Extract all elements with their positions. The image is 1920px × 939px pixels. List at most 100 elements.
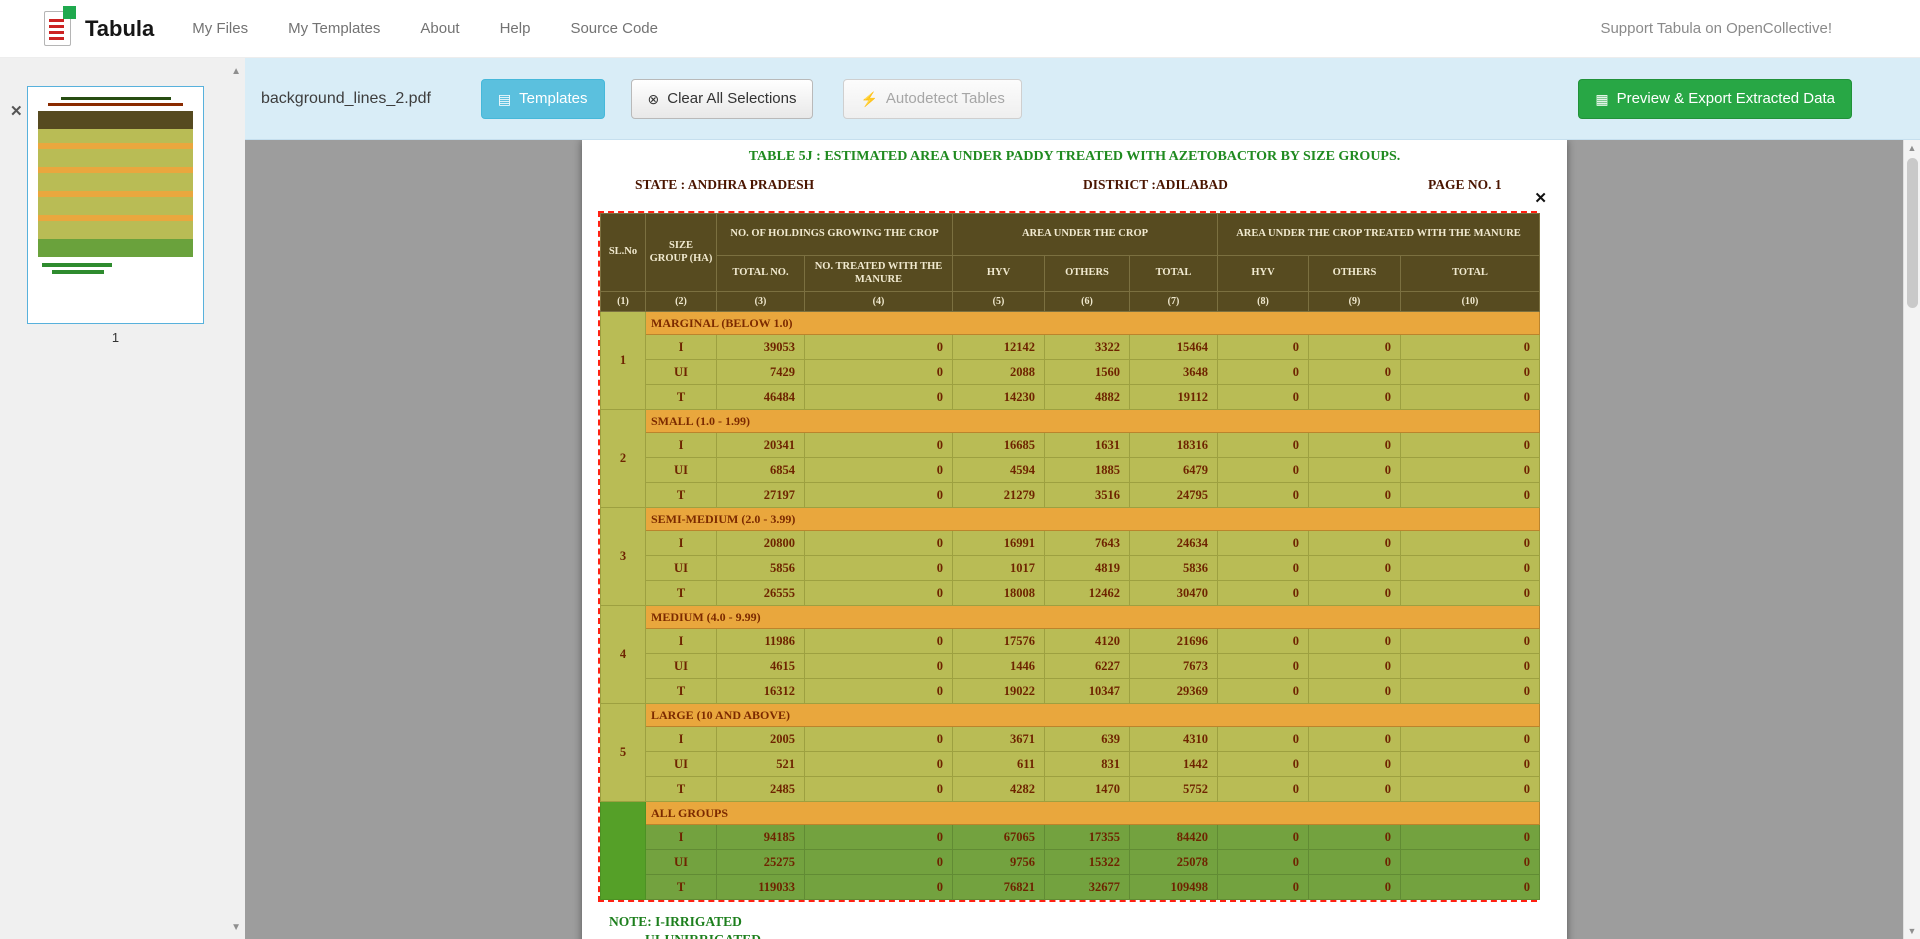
value-cell: 0: [805, 752, 953, 777]
value-cell: 0: [1401, 679, 1540, 704]
value-cell: 831: [1045, 752, 1130, 777]
col-header-others: OTHERS: [1309, 256, 1401, 292]
group-label-cell: UI: [646, 556, 717, 581]
value-cell: 0: [1401, 875, 1540, 900]
value-cell: 7429: [717, 360, 805, 385]
thumbnail-note-line: [52, 270, 104, 274]
group-label-cell: I: [646, 825, 717, 850]
value-cell: 0: [805, 875, 953, 900]
table-row: I941850670651735584420000: [601, 825, 1540, 850]
table-row: UI52106118311442000: [601, 752, 1540, 777]
brand-title[interactable]: Tabula: [85, 16, 154, 42]
value-cell: 0: [1218, 752, 1309, 777]
nav-item-my-templates[interactable]: My Templates: [288, 20, 380, 37]
preview-export-button[interactable]: ▦ Preview & Export Extracted Data: [1578, 79, 1852, 119]
value-cell: 30470: [1130, 581, 1218, 606]
value-cell: 1631: [1045, 433, 1130, 458]
export-icon: ▦: [1595, 92, 1608, 106]
col-number: (2): [646, 292, 717, 312]
col-number: (10): [1401, 292, 1540, 312]
group-label-cell: T: [646, 875, 717, 900]
value-cell: 0: [805, 727, 953, 752]
value-cell: 4310: [1130, 727, 1218, 752]
table-row: I11986017576412021696000: [601, 629, 1540, 654]
current-filename: background_lines_2.pdf: [261, 90, 431, 108]
pdf-viewer: TABLE 5J : ESTIMATED AREA UNDER PADDY TR…: [245, 140, 1920, 939]
selection-close-icon[interactable]: ✕: [1534, 189, 1547, 207]
nav-item-my-files[interactable]: My Files: [192, 20, 248, 37]
value-cell: 0: [805, 777, 953, 802]
value-cell: 0: [1401, 581, 1540, 606]
sl-no-cell: 1: [601, 312, 646, 410]
scrollbar-up-icon[interactable]: ▲: [1904, 143, 1920, 153]
value-cell: 84420: [1130, 825, 1218, 850]
value-cell: 0: [805, 825, 953, 850]
table-row: T46484014230488219112000: [601, 385, 1540, 410]
value-cell: 0: [805, 654, 953, 679]
value-cell: 0: [1309, 850, 1401, 875]
nav-item-help[interactable]: Help: [500, 20, 531, 37]
col-header-holdings: NO. OF HOLDINGS GROWING THE CROP: [717, 214, 953, 256]
value-cell: 24795: [1130, 483, 1218, 508]
sl-no-cell: [601, 802, 646, 900]
value-cell: 1446: [953, 654, 1045, 679]
value-cell: 0: [1309, 360, 1401, 385]
sl-no-cell: 3: [601, 508, 646, 606]
page-thumbnails-sidebar: ✕ 1 ▲ ▼: [0, 58, 245, 939]
col-number: (4): [805, 292, 953, 312]
value-cell: 12142: [953, 335, 1045, 360]
remove-page-icon[interactable]: ✕: [10, 102, 23, 120]
clear-all-selections-button[interactable]: ⊗ Clear All Selections: [631, 79, 814, 119]
group-label-cell: T: [646, 777, 717, 802]
support-link[interactable]: Support Tabula on OpenCollective!: [1600, 20, 1832, 37]
value-cell: 10347: [1045, 679, 1130, 704]
nav-item-source-code[interactable]: Source Code: [570, 20, 658, 37]
scrollbar-down-icon[interactable]: ▼: [1904, 926, 1920, 936]
value-cell: 0: [1218, 433, 1309, 458]
value-cell: 76821: [953, 875, 1045, 900]
sidebar-scroll-down-icon[interactable]: ▼: [231, 922, 241, 933]
value-cell: 7643: [1045, 531, 1130, 556]
col-header-area: AREA UNDER THE CROP: [953, 214, 1218, 256]
value-cell: 0: [805, 385, 953, 410]
col-number: (7): [1130, 292, 1218, 312]
viewer-scrollbar[interactable]: ▲ ▼: [1903, 140, 1920, 939]
document-notes: NOTE: I-IRRIGATED UI-UNIRRIGATED: [609, 914, 1567, 939]
value-cell: 29369: [1130, 679, 1218, 704]
templates-icon: ▤: [498, 92, 511, 106]
value-cell: 3671: [953, 727, 1045, 752]
value-cell: 109498: [1130, 875, 1218, 900]
value-cell: 0: [1218, 825, 1309, 850]
group-label-cell: I: [646, 335, 717, 360]
col-number: (9): [1309, 292, 1401, 312]
value-cell: 2005: [717, 727, 805, 752]
value-cell: 1470: [1045, 777, 1130, 802]
value-cell: 18008: [953, 581, 1045, 606]
value-cell: 1560: [1045, 360, 1130, 385]
value-cell: 0: [1218, 335, 1309, 360]
group-label-cell: UI: [646, 752, 717, 777]
scrollbar-thumb[interactable]: [1907, 158, 1918, 308]
selection-box[interactable]: ✕ SL.No SIZE GROUP (HA) NO. OF HOLDINGS …: [598, 211, 1537, 902]
tabula-logo[interactable]: [44, 11, 71, 46]
value-cell: 7673: [1130, 654, 1218, 679]
nav-item-about[interactable]: About: [420, 20, 459, 37]
templates-button[interactable]: ▤ Templates: [481, 79, 605, 119]
value-cell: 0: [1401, 433, 1540, 458]
value-cell: 0: [1309, 458, 1401, 483]
value-cell: 0: [805, 531, 953, 556]
value-cell: 6227: [1045, 654, 1130, 679]
page-thumbnail[interactable]: [27, 86, 204, 324]
value-cell: 0: [1309, 581, 1401, 606]
autodetect-tables-button[interactable]: ⚡ Autodetect Tables: [843, 79, 1021, 119]
table-row: I2005036716394310000: [601, 727, 1540, 752]
value-cell: 15464: [1130, 335, 1218, 360]
value-cell: 521: [717, 752, 805, 777]
value-cell: 0: [1218, 385, 1309, 410]
section-header-row: ALL GROUPS: [601, 802, 1540, 825]
value-cell: 0: [1218, 483, 1309, 508]
pdf-page[interactable]: TABLE 5J : ESTIMATED AREA UNDER PADDY TR…: [582, 140, 1567, 939]
sidebar-scroll-up-icon[interactable]: ▲: [231, 66, 241, 77]
value-cell: 0: [1309, 654, 1401, 679]
value-cell: 46484: [717, 385, 805, 410]
